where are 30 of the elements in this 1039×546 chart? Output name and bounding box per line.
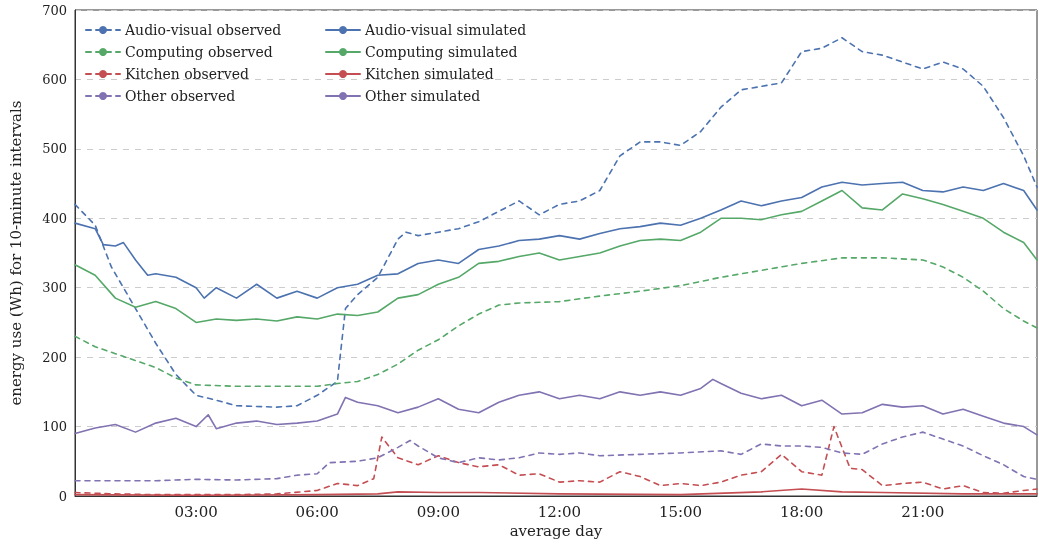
line-series xyxy=(74,189,1038,324)
line-series xyxy=(74,378,1038,436)
x-tick-label: 09:00 xyxy=(416,502,460,521)
x-tick-label: 15:00 xyxy=(658,502,703,521)
y-tick-label: 600 xyxy=(42,71,67,87)
y-tick-label: 300 xyxy=(42,280,67,296)
line-series xyxy=(74,36,1038,408)
legend-label: Other observed xyxy=(125,88,236,104)
x-tick-label: 12:00 xyxy=(537,502,582,521)
line-series xyxy=(74,431,1038,482)
y-tick-label: 400 xyxy=(42,210,67,226)
y-tick-label: 500 xyxy=(42,141,67,157)
legend-label: Kitchen simulated xyxy=(365,66,494,82)
y-tick-label: 700 xyxy=(42,2,67,18)
x-tick-label: 03:00 xyxy=(174,502,218,521)
x-tick-label: 18:00 xyxy=(780,502,824,521)
x-tick-label: 21:00 xyxy=(901,502,945,521)
legend-label: Audio-visual observed xyxy=(124,22,282,38)
line-series xyxy=(74,257,1038,388)
legend-label: Other simulated xyxy=(365,88,481,104)
y-tick-label: 0 xyxy=(58,488,67,504)
legend-label: Audio-visual simulated xyxy=(364,22,527,38)
y-tick-label: 200 xyxy=(42,349,67,365)
y-axis-title: energy use (Wh) for 10-minute intervals xyxy=(6,100,25,406)
x-tick-label: 06:00 xyxy=(295,502,339,521)
x-axis-title: average day xyxy=(509,522,603,541)
legend-label: Kitchen observed xyxy=(125,66,249,82)
legend-label: Computing observed xyxy=(125,44,273,60)
y-tick-label: 100 xyxy=(42,419,67,435)
legend-label: Computing simulated xyxy=(365,44,518,60)
